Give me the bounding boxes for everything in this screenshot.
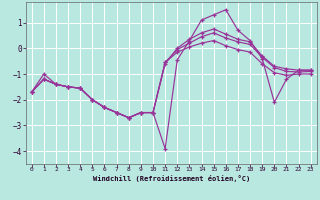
X-axis label: Windchill (Refroidissement éolien,°C): Windchill (Refroidissement éolien,°C) (92, 175, 250, 182)
